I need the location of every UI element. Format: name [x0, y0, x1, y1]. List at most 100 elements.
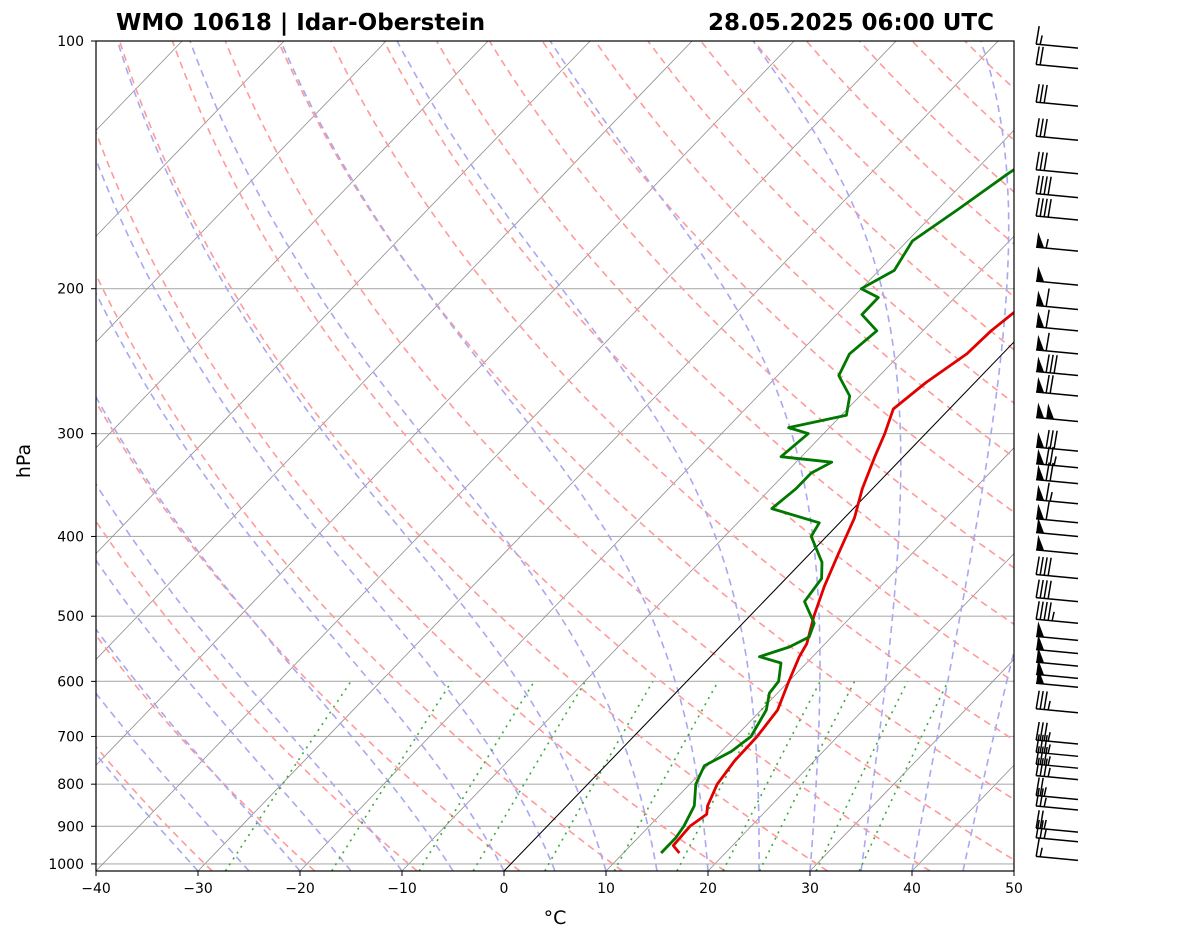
dry-adiabat-line — [435, 41, 1014, 626]
isotherm-line — [96, 41, 285, 237]
mixing-ratio-line — [815, 681, 909, 871]
moist-adiabat-line — [549, 41, 821, 871]
isotherm-line — [707, 552, 1014, 871]
x-tick-label: 20 — [699, 881, 717, 897]
x-tick-label: −40 — [81, 881, 111, 897]
wind-barb — [1035, 777, 1079, 801]
isotherm-line — [401, 235, 1014, 871]
isotherm-line — [96, 41, 387, 343]
moist-adiabat-line — [116, 41, 607, 871]
isotherm-line — [96, 41, 795, 766]
mixing-ratio-line — [544, 680, 654, 871]
dry-adiabat-line — [96, 519, 418, 871]
skewed-isotherms — [96, 41, 1181, 871]
wind-barb — [1035, 197, 1079, 221]
y-axis-ticks: 1000 900 800 700 600 500 400 300 200 100 — [48, 34, 96, 873]
wind-barb — [1035, 118, 1079, 141]
mixing-ratio-line — [858, 681, 949, 871]
wind-barb — [1035, 810, 1079, 833]
plot-frame — [95, 40, 1015, 872]
wind-barb — [1035, 446, 1079, 469]
wind-barb — [1035, 517, 1079, 538]
wind-barb — [1035, 787, 1079, 811]
isotherm-line — [809, 658, 1014, 871]
moist-adiabat-line — [752, 41, 902, 871]
chart-title-right: 28.05.2025 06:00 UTC — [708, 10, 994, 36]
temperature-profile — [671, 310, 1014, 854]
mixing-ratio-line — [418, 680, 535, 871]
wind-barb — [1035, 266, 1079, 286]
isotherm-line — [503, 341, 1014, 871]
y-tick-label: 1000 — [48, 857, 84, 873]
moist-adiabat-line — [96, 628, 301, 871]
x-tick-label: 0 — [500, 881, 509, 897]
isotherm-line — [911, 764, 1014, 871]
dry-adiabat-line — [700, 41, 1014, 351]
y-tick-label: 200 — [57, 282, 84, 298]
wind-barb — [1035, 838, 1079, 862]
isotherm-line — [1116, 41, 1181, 871]
isotherm-line — [96, 41, 693, 660]
mixing-ratio-line — [472, 680, 587, 871]
mixing-ratio-line — [224, 680, 352, 871]
wind-barb — [1035, 634, 1079, 655]
x-tick-label: 40 — [903, 881, 921, 897]
y-tick-label: 400 — [57, 529, 84, 545]
wind-barbs — [1035, 25, 1079, 862]
x-axis-ticks: −40 −30 −20 −10 0 10 20 30 40 50 — [81, 871, 1023, 897]
moist-adiabat-line — [962, 648, 1014, 871]
wind-barb — [1035, 734, 1079, 758]
mixing-ratio-line — [676, 681, 778, 871]
wind-barb — [1035, 534, 1079, 555]
moist-adiabats — [96, 41, 1014, 871]
wind-barb — [1035, 482, 1079, 505]
dry-adiabat-line — [1071, 41, 1181, 871]
wind-barb — [1035, 721, 1079, 745]
wind-barb — [1035, 501, 1079, 524]
wind-barb — [1035, 647, 1079, 667]
dry-adiabat-line — [911, 41, 1014, 142]
dry-adiabats — [96, 41, 1181, 871]
dry-adiabat-line — [647, 41, 1014, 405]
dry-adiabat-line — [1123, 41, 1181, 871]
isotherm-line — [96, 41, 591, 555]
dry-adiabat-line — [594, 41, 1014, 459]
wind-barb — [1035, 175, 1079, 199]
wind-barb — [1035, 288, 1079, 311]
wind-barb — [1035, 84, 1079, 107]
sounding-series — [660, 167, 1014, 854]
dry-adiabat-line — [277, 41, 1014, 801]
wind-barb — [1035, 309, 1079, 332]
wind-barb — [1035, 354, 1079, 377]
plot-area — [96, 41, 1181, 871]
y-axis-label: hPa — [13, 444, 35, 478]
dry-adiabat-line — [96, 272, 623, 871]
dry-adiabat-line — [96, 400, 521, 871]
dry-adiabat-line — [541, 41, 1014, 514]
y-tick-label: 900 — [57, 819, 84, 835]
zero-degree-isotherm — [503, 341, 1014, 871]
mixing-ratio-line — [758, 681, 856, 871]
dry-adiabat-line — [964, 41, 1014, 90]
dry-adiabat-line — [805, 41, 1014, 246]
y-tick-label: 800 — [57, 777, 84, 793]
wind-barb — [1035, 25, 1079, 49]
moist-adiabat-line — [96, 157, 556, 871]
y-tick-label: 300 — [57, 427, 84, 443]
wind-barb — [1035, 556, 1079, 580]
dewpoint-profile — [660, 167, 1014, 854]
x-tick-label: 30 — [801, 881, 819, 897]
moist-adiabat-line — [189, 41, 658, 871]
isotherm-line — [605, 447, 1014, 871]
isotherm-line — [197, 41, 999, 871]
y-tick-label: 700 — [57, 729, 84, 745]
wind-barb — [1035, 579, 1079, 603]
moist-adiabat-line — [911, 41, 1010, 871]
title-group: WMO 10618 | Idar-Oberstein 28.05.2025 06… — [116, 10, 994, 36]
mixing-ratio-line — [722, 681, 822, 871]
dry-adiabat-line — [330, 41, 1014, 741]
x-tick-label: 50 — [1005, 881, 1023, 897]
isotherm-line — [96, 41, 897, 871]
dry-adiabat-line — [96, 634, 316, 871]
